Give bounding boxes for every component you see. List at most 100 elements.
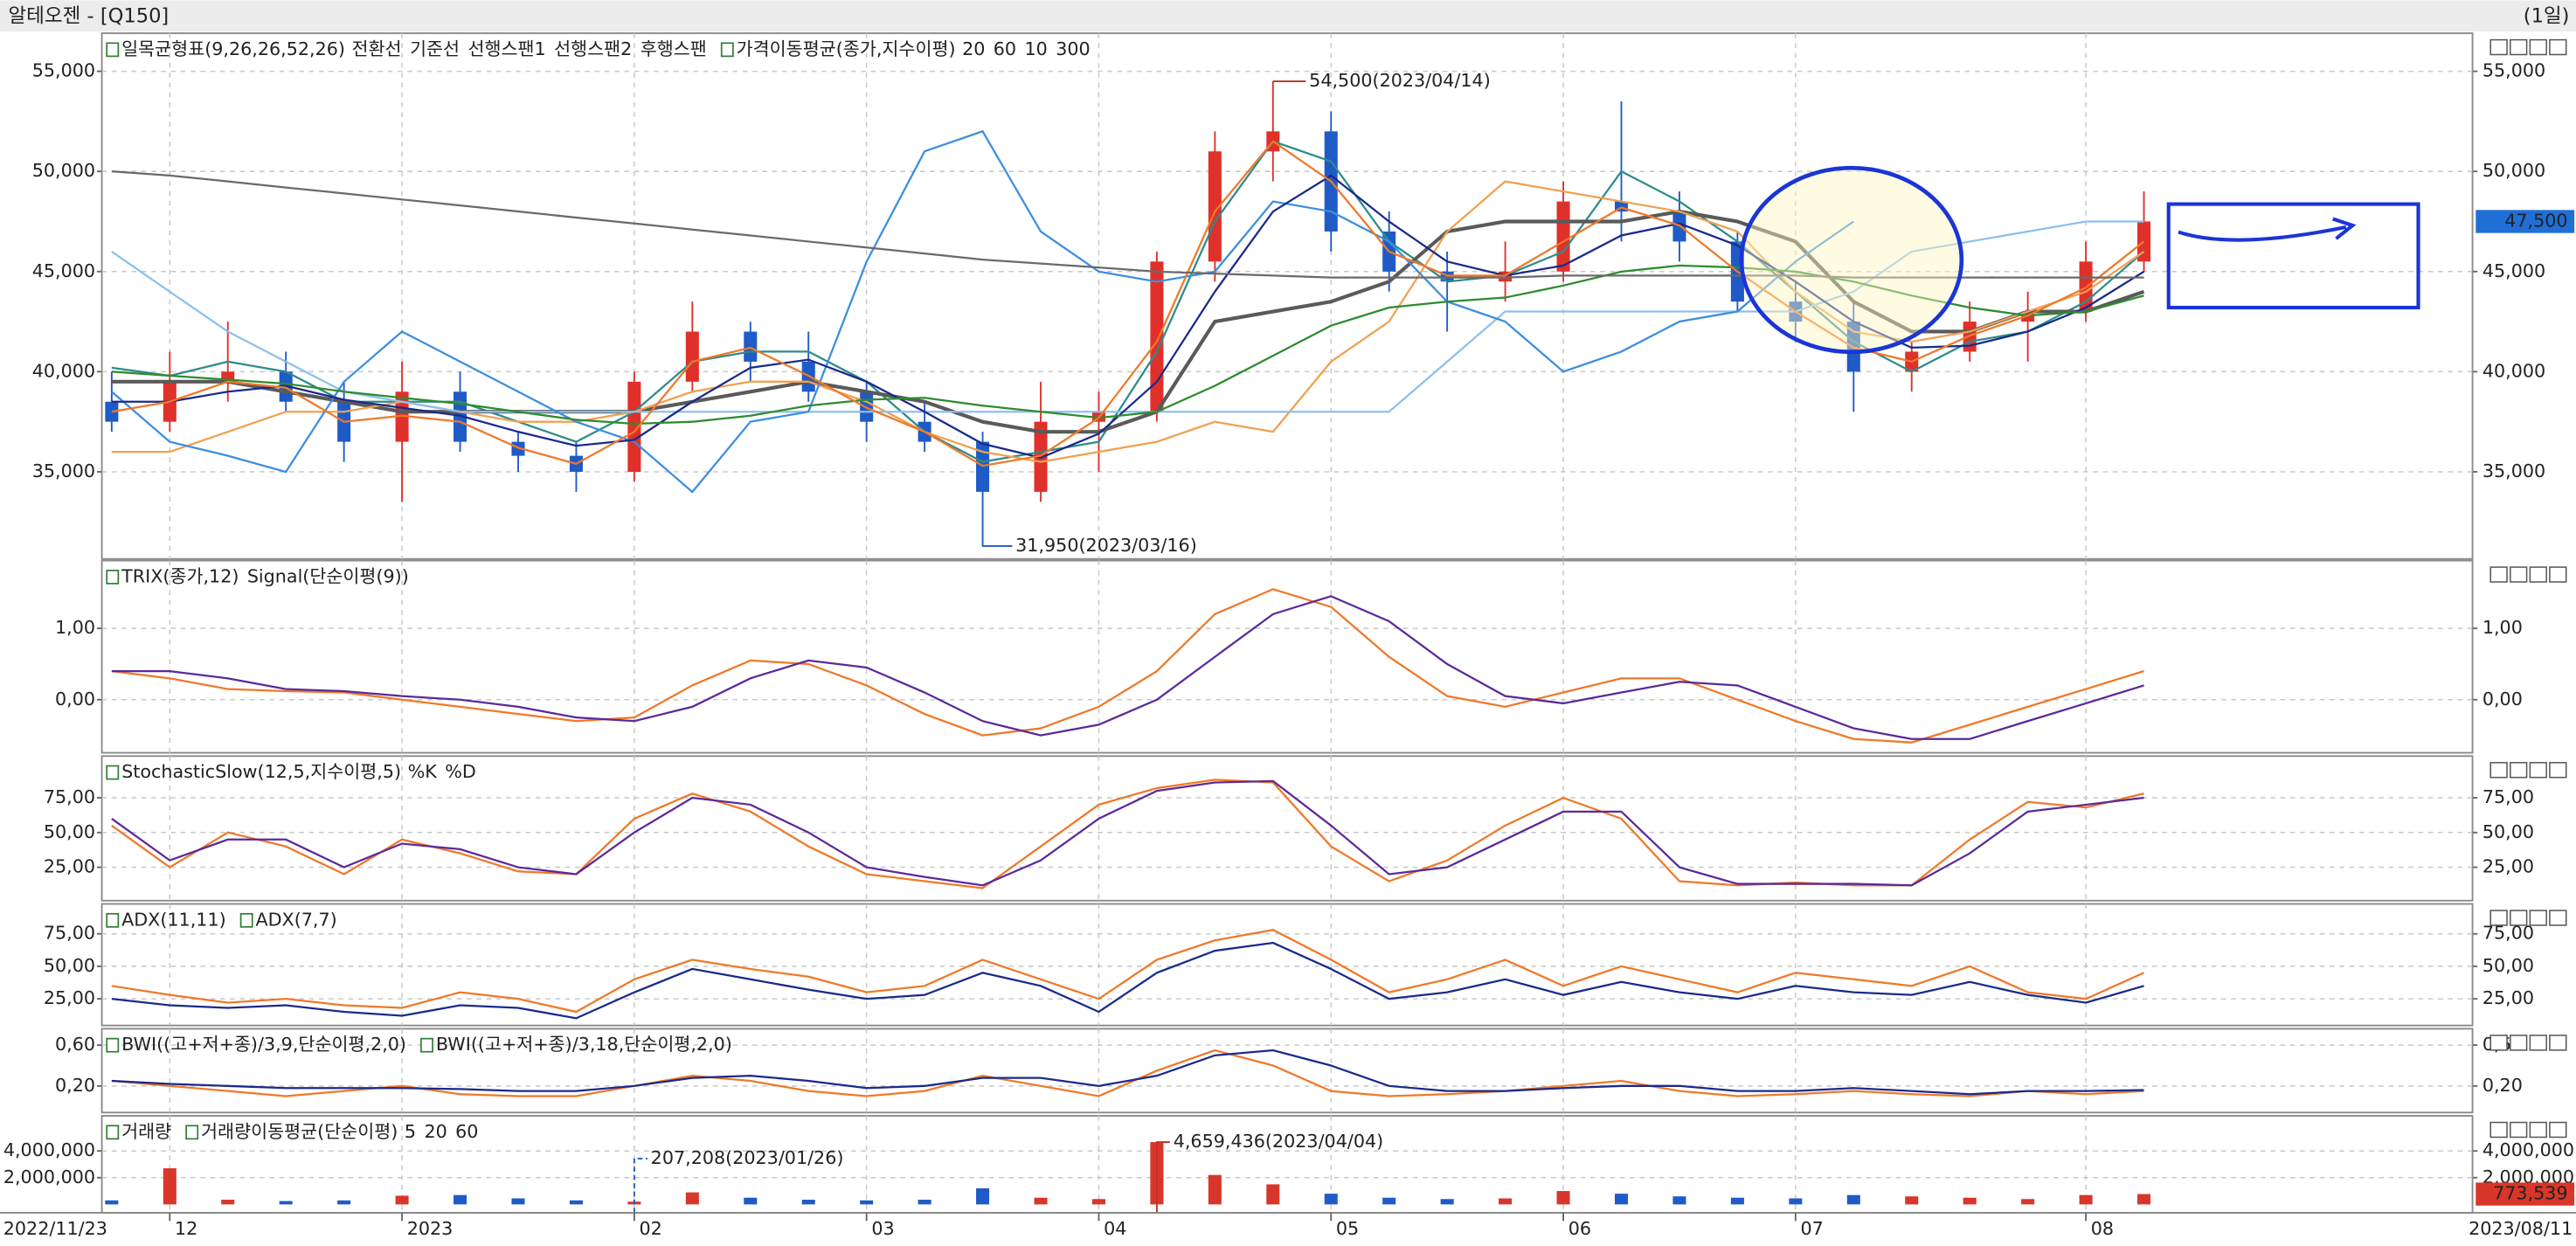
panel-button	[2510, 910, 2528, 926]
series-line	[111, 264, 2144, 426]
annotation: 31,950(2023/03/16)	[1015, 535, 1197, 556]
series-line	[111, 174, 2145, 460]
legend-checkbox	[106, 569, 120, 585]
series-line	[111, 941, 2144, 1020]
legend-checkbox	[106, 1037, 120, 1053]
series-line	[111, 129, 1854, 494]
volume-bar	[1905, 1196, 1919, 1205]
series-line	[111, 929, 2144, 1014]
annotation-leader	[633, 1157, 647, 1213]
legend-entry: Signal(단순이평(9))	[247, 565, 409, 586]
volume-bar	[1789, 1198, 1803, 1205]
legend-entry: BWI((고+저+종)/3,9,단순이평,2,0)	[121, 1034, 406, 1055]
volume-bar	[1963, 1197, 1977, 1205]
x-tick-label: 03	[871, 1218, 894, 1239]
panel-frame	[100, 903, 2474, 1027]
panel-button	[2489, 566, 2508, 583]
series-line	[111, 588, 2144, 744]
candle-body	[221, 371, 235, 382]
candle-body	[627, 381, 641, 472]
legend-checkbox	[106, 1125, 120, 1140]
series-line	[111, 170, 2144, 279]
y-tick-label: 75,00	[2483, 923, 2534, 944]
legend-entry: 20	[424, 1121, 447, 1142]
y-tick-label: 4,000,000	[3, 1139, 95, 1160]
volume-bar	[1091, 1199, 1105, 1205]
legend-entry: 기준선	[410, 38, 460, 59]
window-title: 알테오젠 - [Q150]	[8, 5, 169, 28]
volume-bar	[2137, 1194, 2151, 1205]
volume-bar	[1499, 1198, 1513, 1205]
volume-bar	[1034, 1197, 1048, 1205]
legend-label: 가격이동평균(종가,지수이평)	[737, 38, 956, 59]
volume-bar	[337, 1200, 351, 1205]
hand-drawn-circle	[1739, 165, 1964, 355]
y-tick-label: 25,00	[44, 856, 95, 877]
y-tick-label: 0,60	[55, 1034, 95, 1055]
legend-entry: %D	[445, 761, 476, 782]
x-tick-label: 08	[2091, 1218, 2114, 1239]
volume-bar	[1440, 1199, 1454, 1205]
candle-body	[395, 391, 409, 442]
panel-button	[2489, 910, 2508, 926]
series-line	[111, 779, 2144, 890]
y-tick-label: 0,00	[2483, 689, 2523, 710]
volume-bar	[2079, 1194, 2093, 1205]
volume-bar	[1672, 1196, 1686, 1205]
panel-button	[2510, 762, 2528, 779]
series-line	[111, 779, 2144, 887]
legend-entry: ADX(11,11)	[121, 909, 226, 930]
volume-bar	[1556, 1191, 1570, 1205]
candle-body	[105, 401, 119, 422]
y-tick-label: 0,20	[55, 1075, 95, 1096]
legend-checkbox	[239, 912, 253, 928]
volume-bar	[1382, 1197, 1396, 1205]
y-tick-label: 75,00	[2483, 786, 2534, 807]
y-tick-label: 1,00	[2483, 617, 2523, 638]
legend-checkbox	[720, 42, 734, 58]
y-tick-label: 50,00	[2483, 955, 2534, 976]
volume-bar	[860, 1200, 874, 1205]
y-tick-label: 25,00	[2483, 987, 2534, 1008]
hand-drawn-arrow	[2178, 225, 2347, 242]
legend-entry: %K	[408, 761, 438, 782]
x-tick-label: 04	[1104, 1218, 1126, 1239]
panel-button	[2529, 1121, 2547, 1139]
y-tick-label: 0,20	[2483, 1075, 2523, 1096]
y-tick-label: 45,000	[32, 260, 95, 281]
legend-entry: 후행스팬	[641, 38, 707, 59]
title-bar	[0, 0, 2576, 32]
y-tick-label: 1,00	[55, 617, 95, 638]
legend-checkbox	[106, 765, 120, 780]
panel-button	[2529, 38, 2547, 56]
y-tick-label: 50,000	[2483, 160, 2545, 181]
candle-body	[1614, 201, 1629, 212]
y-tick-label: 25,00	[2483, 856, 2534, 877]
legend-checkbox	[106, 912, 120, 928]
legend-entry: 거래량	[121, 1121, 171, 1142]
current-value-label: 773,539	[2493, 1183, 2567, 1204]
volume-bar	[744, 1197, 758, 1205]
y-tick-label: 75,00	[44, 923, 95, 944]
panel-frame	[100, 1028, 2474, 1114]
panel-button	[2529, 762, 2547, 779]
y-tick-label: 35,000	[32, 460, 95, 481]
y-tick-label: 55,000	[32, 60, 95, 81]
candle-body	[685, 331, 699, 382]
y-tick-label: 45,000	[2483, 260, 2545, 281]
panel-button	[2549, 1121, 2567, 1139]
panel-button	[2529, 1035, 2547, 1051]
legend-entry: 선행스팬1	[467, 38, 545, 59]
legend-entry: 20	[962, 38, 985, 59]
panel-button	[2529, 910, 2547, 926]
hand-drawn-box	[2166, 202, 2420, 310]
y-tick-label: 4,000,000	[2483, 1139, 2574, 1160]
candle-body	[1208, 151, 1222, 262]
panel-button	[2549, 566, 2567, 583]
panel-button	[2489, 1121, 2508, 1139]
volume-bar	[1208, 1174, 1222, 1205]
candle-body	[2137, 221, 2151, 262]
current-value-label: 47,500	[2504, 210, 2567, 231]
volume-bar	[976, 1188, 990, 1205]
volume-bar	[454, 1194, 467, 1205]
